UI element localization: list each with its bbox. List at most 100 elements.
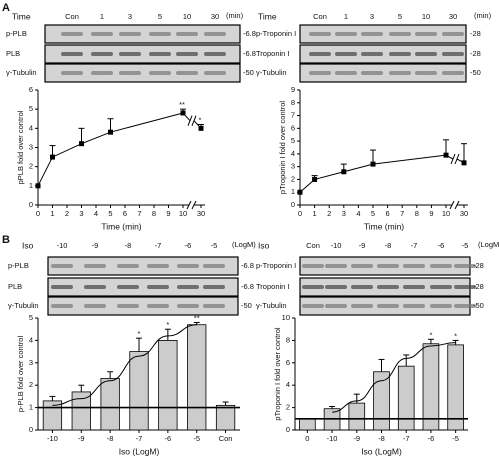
- lane-label: -8: [125, 241, 132, 250]
- x-tick-label: 30: [197, 209, 205, 218]
- blot-band: [430, 264, 452, 268]
- x-tick-label: 0: [305, 434, 309, 443]
- y-tick-label: 4: [29, 335, 33, 344]
- blot-band: [176, 32, 198, 36]
- marker: [79, 141, 84, 147]
- marker: [180, 110, 186, 116]
- bar: [422, 343, 440, 431]
- x-tick-label: -9: [78, 434, 85, 443]
- y-tick-label: 2: [286, 403, 290, 412]
- x-axis-label: Iso (LogM): [119, 446, 160, 456]
- x-tick-label: 3: [79, 209, 83, 218]
- blot-band: [415, 71, 437, 75]
- blot-strip: [47, 277, 239, 297]
- lane-label: 5: [398, 12, 402, 21]
- y-tick-label: 8: [286, 335, 290, 344]
- significance: *: [138, 329, 141, 338]
- bar: [299, 418, 316, 431]
- blot-band: [51, 304, 73, 308]
- x-tick-label: 1: [313, 209, 317, 218]
- x-tick-label: 4: [94, 209, 98, 218]
- x-tick-label: -6: [428, 434, 435, 443]
- x-tick-label: 2: [65, 209, 69, 218]
- blot-strip: [44, 24, 241, 44]
- x-tick-label: -7: [136, 434, 143, 443]
- x-tick-label: -5: [452, 434, 459, 443]
- blot-band: [430, 304, 452, 308]
- row-label: p-Troponin I: [256, 29, 296, 38]
- blot-band: [204, 71, 226, 75]
- blot-band: [325, 285, 347, 289]
- blot-band: [203, 264, 225, 268]
- blot-band: [415, 32, 437, 36]
- blot-band: [51, 285, 73, 289]
- x-tick-label: 7: [400, 209, 404, 218]
- blot-header: Time: [258, 11, 277, 21]
- blot-band: [389, 32, 411, 36]
- x-tick-label: 6: [386, 209, 390, 218]
- x-tick-label: 0: [36, 209, 40, 218]
- x-tick-label: -10: [327, 434, 338, 443]
- y-axis-label: pTroponin I fold over control: [273, 327, 282, 420]
- x-tick-label: 9: [429, 209, 433, 218]
- x-tick-label: 10: [179, 209, 187, 218]
- lane-label: -7: [411, 241, 418, 250]
- blot-band: [61, 71, 83, 75]
- blot-band: [149, 32, 171, 36]
- lane-label: 30: [449, 12, 457, 21]
- y-tick-label: 3: [29, 358, 33, 367]
- x-axis-label: Time (min): [101, 221, 141, 231]
- blot-band: [454, 304, 476, 308]
- lane-label: 1: [344, 12, 348, 21]
- x-tick-label: 8: [415, 209, 419, 218]
- blot-band: [204, 32, 226, 36]
- x-tick-label: 5: [108, 209, 112, 218]
- row-label: p-Troponin I: [256, 261, 296, 270]
- bar: [397, 365, 415, 431]
- blot-band: [51, 264, 73, 268]
- blot-band: [302, 264, 324, 268]
- blot-band: [119, 71, 141, 75]
- lane-label: -5: [462, 241, 469, 250]
- marker: [108, 129, 113, 135]
- bar: [129, 351, 149, 431]
- blot-band: [454, 285, 476, 289]
- lane-label: -10: [57, 241, 68, 250]
- row-label: PLB: [8, 282, 22, 291]
- line-break: [454, 153, 460, 165]
- blot-band: [389, 71, 411, 75]
- y-tick-label: 0: [29, 425, 33, 434]
- axis-break: [186, 200, 192, 210]
- x-axis-label: Time (min): [364, 221, 404, 231]
- size-label: -6.8: [241, 282, 254, 291]
- x-tick-label: -7: [403, 434, 410, 443]
- row-label: p-PLB: [6, 29, 27, 38]
- row-label: p-PLB: [8, 261, 29, 270]
- size-label: -6.8: [243, 49, 256, 58]
- y-tick-label: 6: [286, 358, 290, 367]
- blot-band: [177, 285, 199, 289]
- unit-label: (LogM): [232, 240, 256, 249]
- unit-label: (min): [226, 11, 244, 20]
- significance: *: [166, 320, 169, 329]
- x-tick-label: 4: [356, 209, 360, 218]
- blot-strip: [44, 44, 241, 64]
- lane-label: -8: [385, 241, 392, 250]
- blot-band: [335, 71, 357, 75]
- significance: *: [454, 331, 457, 340]
- blot-band: [84, 264, 106, 268]
- blot-band: [61, 52, 83, 56]
- y-tick-label: 8: [291, 98, 295, 107]
- blot-band: [325, 264, 347, 268]
- y-tick-label: 4: [291, 149, 295, 158]
- blot-strip: [47, 256, 239, 276]
- lane-label: -6: [185, 241, 192, 250]
- marker: [370, 161, 376, 167]
- blot-band: [335, 32, 357, 36]
- blot-band: [149, 52, 171, 56]
- marker: [312, 176, 318, 182]
- x-tick-label: 1: [50, 209, 54, 218]
- bar: [447, 344, 464, 431]
- row-label: Troponin I: [256, 49, 290, 58]
